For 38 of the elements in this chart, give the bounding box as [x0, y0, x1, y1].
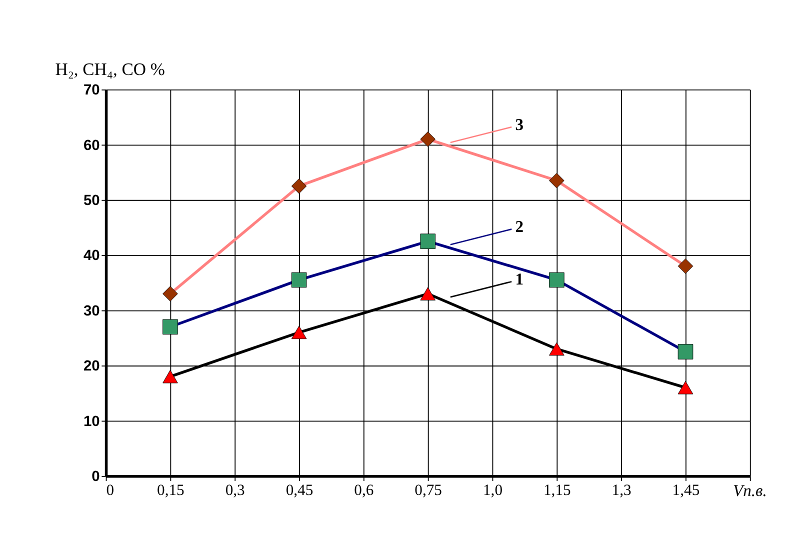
- y-tick-label: 30: [83, 303, 100, 320]
- point: [549, 342, 564, 356]
- point: [549, 272, 564, 288]
- y-tick-label: 50: [83, 192, 100, 209]
- point: [162, 319, 178, 335]
- point: [420, 234, 436, 249]
- point: [162, 370, 178, 384]
- x-tick-label: 1,15: [543, 482, 572, 499]
- x-tick-label: 0,6: [354, 482, 374, 499]
- point: [678, 258, 694, 274]
- y-tick-label: 70: [83, 82, 100, 99]
- legend-label: 1: [515, 269, 524, 288]
- y-tick-label: 20: [83, 358, 100, 375]
- x-tick-label: 1,45: [672, 482, 700, 499]
- point: [420, 287, 436, 300]
- x-tick-label: 0,3: [225, 482, 246, 499]
- x-tick-label: 0,75: [414, 482, 442, 499]
- y-tick-label: 0: [92, 469, 100, 486]
- x-tick-label: 0: [106, 482, 114, 499]
- x-tick-label: 0,45: [286, 482, 314, 499]
- x-tick-label: 1,3: [612, 482, 632, 499]
- x-axis-title: Vп.в.: [732, 481, 767, 500]
- x-tick-label: 0,15: [157, 482, 185, 499]
- legend-label: 2: [515, 216, 524, 236]
- point: [291, 326, 307, 340]
- y-tick-label: 40: [83, 248, 100, 264]
- point: [678, 380, 694, 394]
- point: [291, 178, 307, 194]
- point: [678, 344, 694, 360]
- point: [549, 172, 564, 188]
- point: [162, 286, 178, 302]
- point: [291, 272, 307, 288]
- point: [420, 132, 436, 147]
- x-tick-label: 1,0: [482, 482, 503, 499]
- y-axis-title: H₂, CH₄, CO %: [55, 58, 165, 79]
- y-tick-label: 10: [83, 414, 100, 430]
- legend-label: 3: [515, 114, 524, 134]
- y-tick-label: 60: [83, 138, 100, 154]
